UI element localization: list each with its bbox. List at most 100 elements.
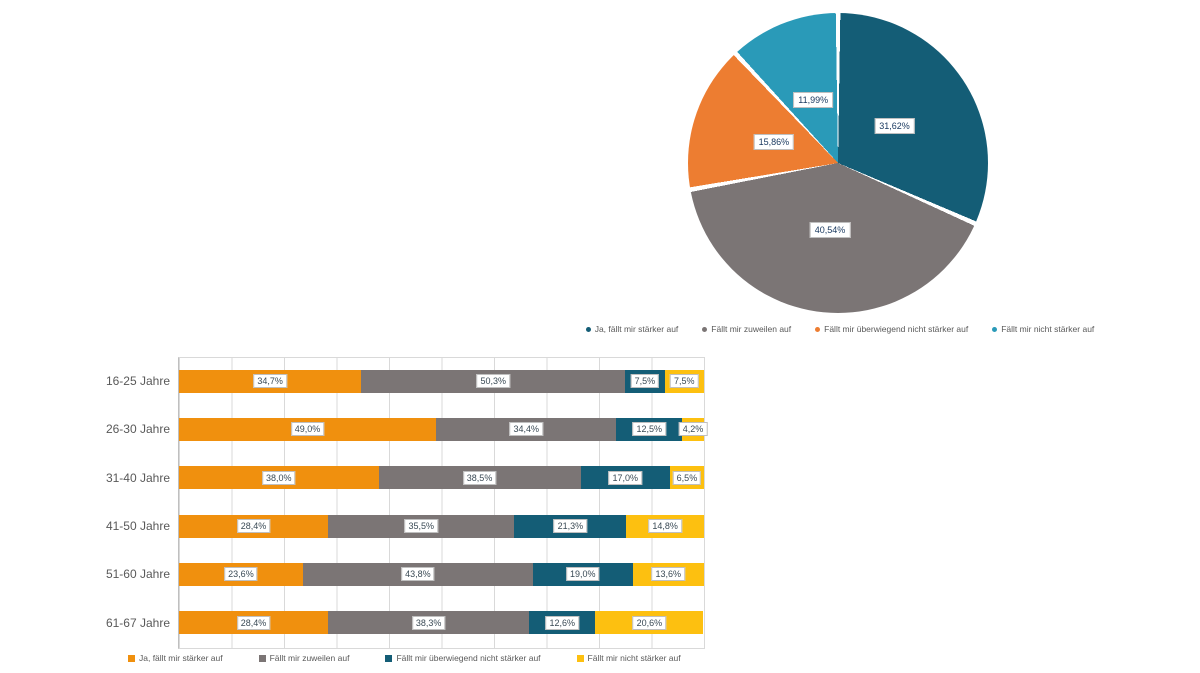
bar-value-label: 14,8% [648,519,682,534]
bar-value-label: 12,5% [632,422,666,437]
bar-segment: 19,0% [532,562,633,586]
bar-value-label: 35,5% [404,519,439,534]
bar-value-label: 17,0% [608,470,643,485]
legend-item: Fällt mir nicht stärker auf [992,324,1094,334]
category-label: 51-60 Jahre [105,567,170,582]
bar-segment: 34,7% [179,369,362,393]
bar-value-label: 12,6% [545,615,579,630]
bar-value-label: 38,5% [462,470,497,485]
legend-marker-icon [585,326,591,332]
legend-label: Fällt mir nicht stärker auf [587,653,681,663]
bar-value-label: 49,0% [290,422,325,437]
legend-label: Fällt mir überwiegend nicht stärker auf [824,324,969,334]
bar-value-label: 23,6% [224,567,258,582]
legend-marker-icon [576,654,584,662]
bar-track: 28,4% 38,3% 12,6% 20,6% [179,611,704,635]
pie-value-label: 15,86% [753,133,795,150]
bar-row: 26-30 Jahre 49,0% 34,4% 12,5% 4,2% [100,405,708,453]
bar-segment: 7,5% [625,369,665,393]
legend-label: Fällt mir zuweilen auf [269,653,350,663]
legend-item: Fällt mir zuweilen auf [258,653,350,663]
pie-value-label: 40,54% [809,222,851,239]
bar-value-label: 7,5% [630,374,660,389]
category-label: 61-67 Jahre [105,615,170,630]
bar-track: 49,0% 34,4% 12,5% 4,2% [179,417,708,441]
category-label: 31-40 Jahre [105,470,170,485]
legend-item: Fällt mir überwiegend nicht stärker auf [385,653,541,663]
legend-item: Ja, fällt mir stärker auf [128,653,223,663]
bar-plot-area [178,357,705,649]
legend-label: Ja, fällt mir stärker auf [139,653,223,663]
pie-legend: Ja, fällt mir stärker auf Fällt mir zuwei… [540,324,1140,334]
bar-value-label: 28,4% [236,615,271,630]
bar-segment: 14,8% [626,514,704,538]
bar-segment: 13,6% [632,562,704,586]
legend-item: Fällt mir zuweilen auf [702,324,791,334]
bar-segment: 7,5% [664,369,704,393]
legend-marker-icon [702,326,708,332]
bar-segment: 12,6% [529,611,596,635]
bar-value-label: 38,3% [411,615,446,630]
bar-value-label: 13,6% [651,567,686,582]
bar-value-label: 4,2% [678,422,708,437]
bar-segment: 17,0% [580,466,670,490]
bar-value-label: 20,6% [632,615,667,630]
legend-marker-icon [128,654,135,662]
bar-row: 16-25 Jahre 34,7% 50,3% 7,5% 7,5% [100,357,704,405]
bar-segment: 4,2% [678,417,708,441]
bar-segment: 35,5% [328,514,515,538]
legend-label: Ja, fällt mir stärker auf [594,324,679,334]
bar-track: 34,7% 50,3% 7,5% 7,5% [179,369,704,393]
bar-value-label: 38,0% [261,470,296,485]
bar-segment: 38,3% [328,611,530,635]
bar-row: 51-60 Jahre 23,6% 43,8% 19,0% 13,6% [100,550,704,598]
category-label: 41-50 Jahre [105,519,170,534]
bar-rows: 16-25 Jahre 34,7% 50,3% 7,5% 7,5% 26-30 Jahre… [100,357,708,647]
legend-marker-icon [258,654,266,662]
bar-segment: 20,6% [595,611,704,635]
bar-value-label: 34,4% [509,422,543,437]
legend-label: Fällt mir zuweilen auf [711,324,792,334]
bar-track: 38,0% 38,5% 17,0% 6,5% [179,466,704,490]
bar-segment: 38,0% [179,466,379,490]
bar-value-label: 19,0% [565,567,600,582]
bar-segment: 49,0% [179,417,436,441]
bar-value-label: 34,7% [253,374,287,389]
bar-segment: 28,4% [179,514,329,538]
bar-segment: 43,8% [302,562,533,586]
stacked-bar-chart: 16-25 Jahre 34,7% 50,3% 7,5% 7,5% 26-30 Jahre… [100,357,708,649]
bar-value-label: 6,5% [672,470,702,485]
legend-item: Fällt mir überwiegend nicht stärker auf [815,324,968,334]
pie-chart: 31,62% 40,54% 15,86% 11,99% [688,13,988,313]
legend-marker-icon [992,326,998,332]
bar-segment: 50,3% [361,369,626,393]
bar-value-label: 43,8% [401,567,435,582]
legend-item: Fällt mir nicht stärker auf [576,653,681,663]
bar-value-label: 7,5% [670,374,699,389]
bar-segment: 21,3% [514,514,627,538]
bar-track: 28,4% 35,5% 21,3% 14,8% [179,514,704,538]
bar-row: 41-50 Jahre 28,4% 35,5% 21,3% 14,8% [100,502,704,550]
category-label: 26-30 Jahre [105,422,170,437]
bar-row: 61-67 Jahre 28,4% 38,3% 12,6% 20,6% [100,599,704,647]
legend-label: Fällt mir nicht stärker auf [1001,324,1095,334]
bar-legend: Ja, fällt mir stärker auf Fällt mir zuwei… [128,653,681,663]
bar-segment: 23,6% [179,562,303,586]
bar-value-label: 50,3% [476,374,510,389]
bar-segment: 6,5% [669,466,704,490]
category-label: 16-25 Jahre [105,374,170,389]
legend-marker-icon [385,654,393,662]
pie-value-label: 11,99% [793,92,834,109]
bar-segment: 12,5% [616,417,682,441]
bar-value-label: 28,4% [236,519,271,534]
pie-value-label: 31,62% [874,118,915,135]
bar-segment: 34,4% [436,417,617,441]
bar-track: 23,6% 43,8% 19,0% 13,6% [179,562,704,586]
bar-segment: 28,4% [179,611,329,635]
legend-item: Ja, fällt mir stärker auf [585,324,679,334]
legend-marker-icon [815,326,821,332]
bar-segment: 38,5% [378,466,581,490]
legend-label: Fällt mir überwiegend nicht stärker auf [396,653,541,663]
bar-row: 31-40 Jahre 38,0% 38,5% 17,0% 6,5% [100,454,704,502]
bar-value-label: 21,3% [553,519,588,534]
